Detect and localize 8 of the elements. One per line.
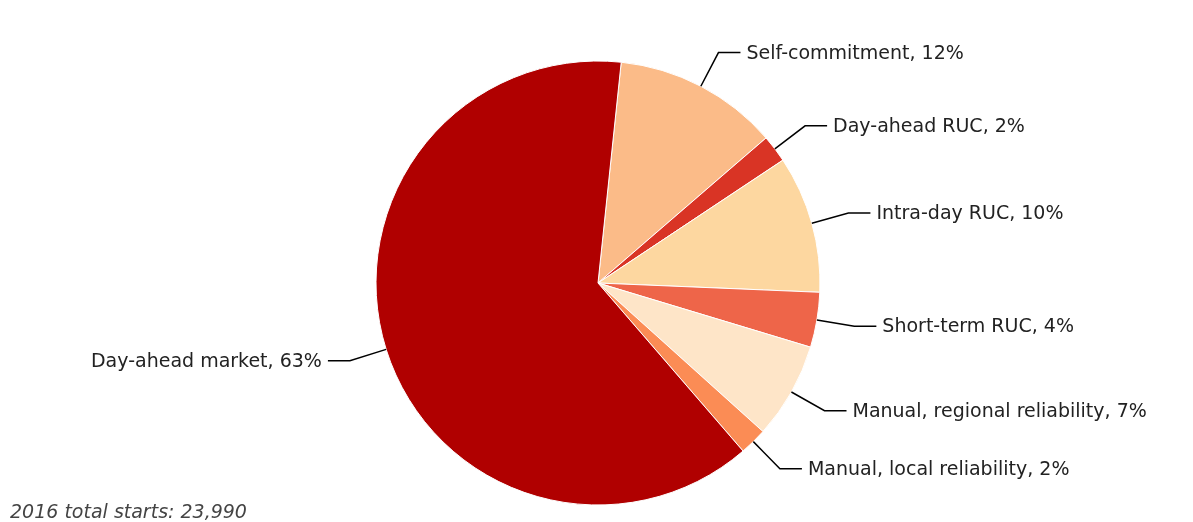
slice-label: Day-ahead RUC, 2%	[833, 113, 1025, 136]
slice-label: Day-ahead market, 63%	[90, 348, 322, 371]
text: 2016 total starts: 23,990	[10, 500, 247, 522]
slice-label: Self-commitment, 12%	[746, 40, 964, 63]
slice-label: Manual, local reliability, 2%	[807, 456, 1070, 479]
slice-label: Manual, regional reliability, 7%	[852, 398, 1147, 421]
slice-label: Intra-day RUC, 10%	[876, 201, 1064, 224]
slice-label: Short-term RUC, 4%	[882, 314, 1074, 337]
